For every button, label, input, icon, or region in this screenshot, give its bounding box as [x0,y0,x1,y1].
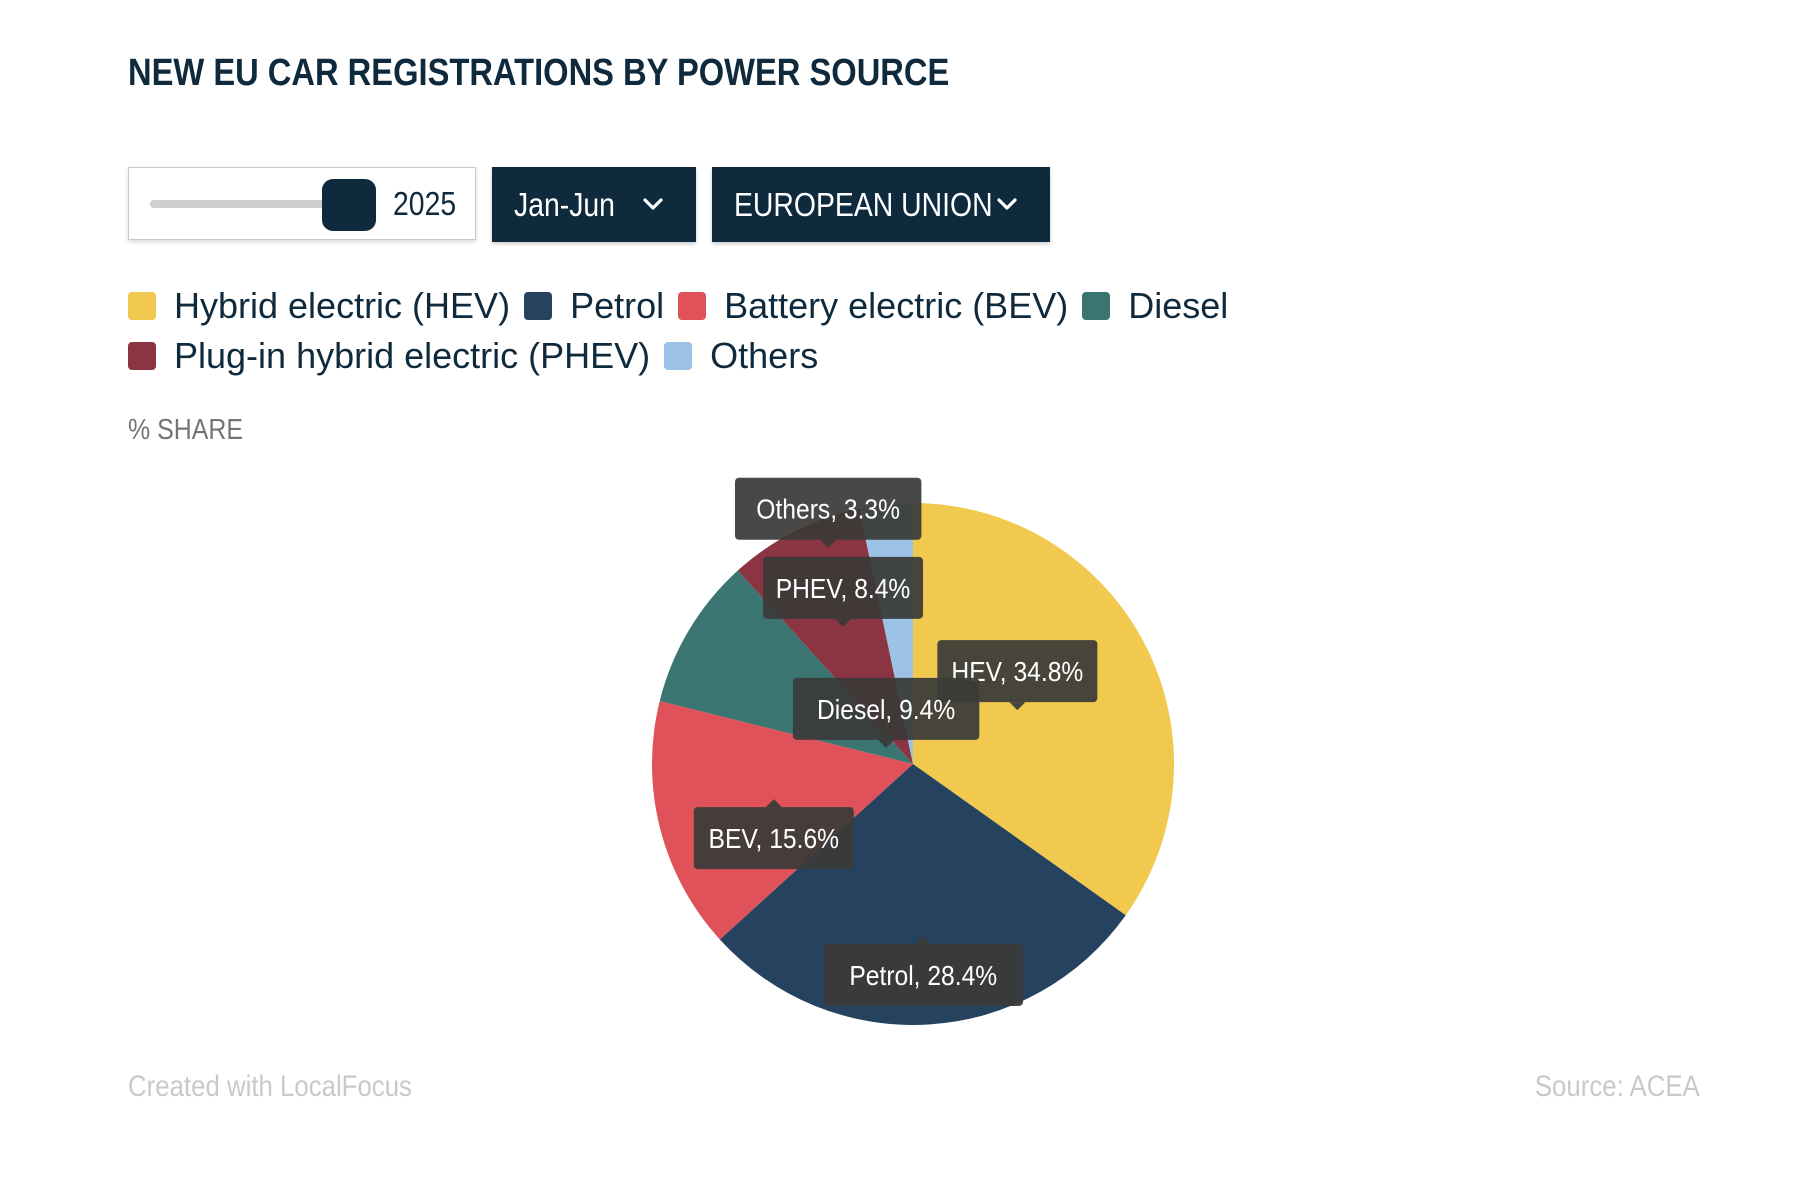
pie-label-pointer [915,935,932,944]
pie-label-bev: BEV, 15.6% [693,799,854,870]
period-dropdown-label: Jan-Jun [514,185,615,223]
legend-item-diesel[interactable]: Diesel [1082,285,1229,326]
legend-swatch [678,292,707,320]
year-slider-track[interactable] [150,200,350,208]
pie-slice-hev[interactable] [913,503,1174,916]
legend-swatch [128,342,156,370]
pie-label-box [734,477,922,540]
pie-slice-petrol[interactable] [719,764,1126,1025]
pie-label-text: BEV, 15.6% [709,823,840,855]
legend-item-bev[interactable]: Battery electric (BEV) [678,285,1069,326]
pie-label-text: Petrol, 28.4% [849,959,997,991]
credit-text[interactable]: Created with LocalFocus [128,1070,412,1103]
legend-swatch [1082,292,1111,320]
pie-label-text: Diesel, 9.4% [817,693,955,725]
pie-label-pointer [820,539,837,548]
region-dropdown-label: EUROPEAN UNION [734,185,993,223]
pie-label-box [763,556,924,619]
legend-label: Petrol [570,285,665,326]
pie-label-pointer [878,739,895,748]
year-slider-thumb[interactable] [322,179,376,231]
period-dropdown[interactable]: Jan-Jun [492,167,696,242]
pie-label-pointer [835,618,852,627]
pie-label-box [823,943,1024,1006]
legend-item-phev[interactable]: Plug-in hybrid electric (PHEV) [128,335,651,376]
pie-label-petrol: Petrol, 28.4% [823,935,1024,1006]
pie-label-diesel: Diesel, 9.4% [792,677,980,748]
legend-label: Plug-in hybrid electric (PHEV) [174,335,651,376]
year-slider-value: 2025 [393,185,457,222]
unit-label: % SHARE [128,414,244,446]
chevron-down-icon [997,198,1017,210]
pie-label-text: PHEV, 8.4% [776,572,911,604]
legend-item-petrol[interactable]: Petrol [524,285,665,326]
source-text: Source: ACEA [1535,1070,1700,1103]
pie-label-text: Others, 3.3% [756,493,900,525]
chevron-down-icon [643,198,663,210]
legend-item-hev[interactable]: Hybrid electric (HEV) [128,285,511,326]
pie-label-others: Others, 3.3% [734,477,922,548]
filter-controls: 2025 Jan-Jun EUROPEAN UNION [128,167,1050,242]
legend-label: Others [710,335,819,376]
year-slider[interactable]: 2025 [128,167,476,240]
legend-swatch [128,292,156,320]
pie-labels: HEV, 34.8%Petrol, 28.4%BEV, 15.6%Diesel,… [693,477,1098,1006]
legend-swatch [524,292,553,320]
pie-label-box [693,807,854,870]
legend-swatch [664,342,693,370]
legend-item-others[interactable]: Others [664,335,819,376]
chart-title: NEW EU CAR REGISTRATIONS BY POWER SOURCE [128,52,950,94]
pie-label-phev: PHEV, 8.4% [763,556,924,627]
legend-label: Diesel [1128,285,1229,326]
legend-label: Hybrid electric (HEV) [174,285,511,326]
legend-label: Battery electric (BEV) [724,285,1069,326]
chart-legend: Hybrid electric (HEV) Petrol Battery ele… [128,285,1688,376]
region-dropdown[interactable]: EUROPEAN UNION [712,167,1050,242]
pie-label-pointer [765,799,782,808]
pie-label-box [792,677,980,740]
pie-label-pointer [1009,702,1026,711]
